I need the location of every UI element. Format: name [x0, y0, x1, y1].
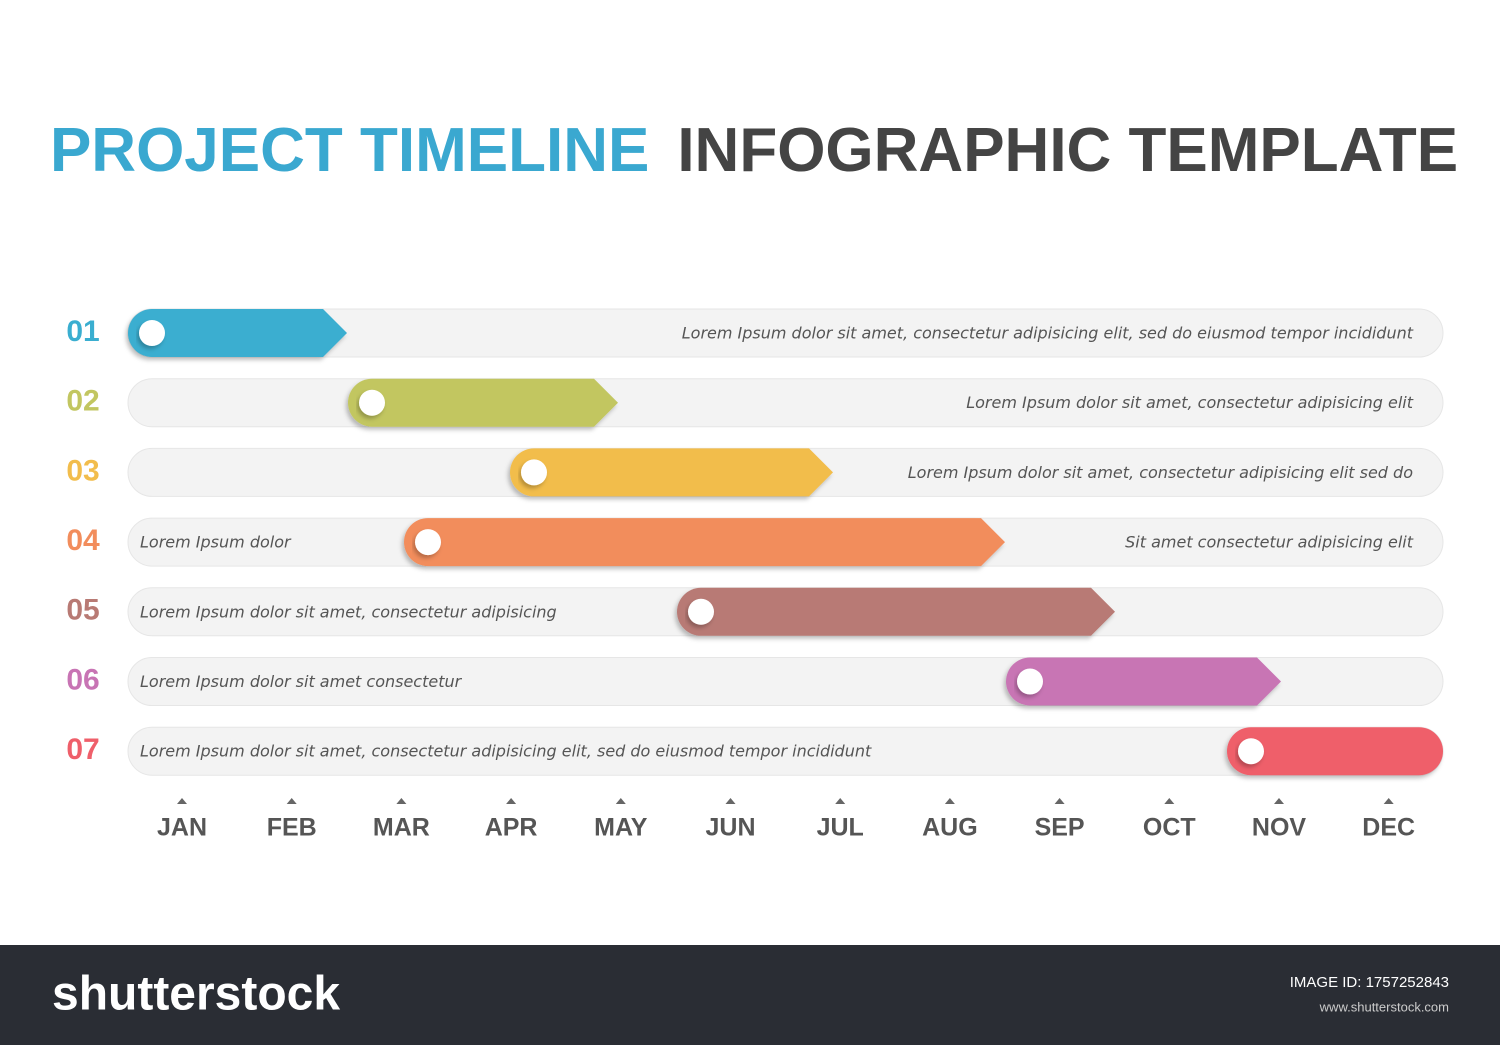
row-number: 07 [66, 733, 99, 766]
task-start-dot [139, 320, 165, 346]
task-bar [1227, 727, 1443, 776]
month-tick [506, 798, 517, 804]
task-start-dot [521, 459, 547, 486]
task-start-dot [1238, 738, 1264, 765]
task-bar [404, 518, 1005, 567]
row-number: 02 [66, 385, 99, 418]
month-tick [396, 798, 407, 804]
month-label: AUG [922, 814, 978, 842]
month-label: JUN [705, 814, 755, 842]
row-text-right: Lorem Ipsum dolor sit amet, consectetur … [908, 463, 1413, 482]
month-label: JUL [817, 814, 864, 842]
month-tick [1054, 798, 1065, 804]
month-label: FEB [267, 814, 317, 842]
task-bar [677, 587, 1115, 636]
task-bar [510, 448, 833, 497]
month-label: JAN [157, 814, 207, 842]
row-text-right: Sit amet consectetur adipisicing elit [1125, 533, 1414, 552]
task-bar [1006, 657, 1281, 706]
month-tick [1164, 798, 1175, 804]
website: www.shutterstock.com [1319, 999, 1449, 1014]
month-label: MAR [373, 814, 430, 842]
task-start-dot [359, 389, 385, 416]
title: PROJECT TIMELINE INFOGRAPHIC TEMPLATE [50, 116, 1458, 185]
month-tick [1383, 798, 1394, 804]
title-rest: INFOGRAPHIC TEMPLATE [677, 116, 1458, 185]
row-text-right: Lorem Ipsum dolor sit amet, consectetur … [966, 393, 1414, 412]
task-bar [348, 378, 618, 427]
image-id: IMAGE ID: 1757252843 [1290, 974, 1449, 991]
month-label: MAY [594, 814, 648, 842]
task-start-dot [415, 529, 441, 556]
row-text-left: Lorem Ipsum dolor sit amet consectetur [140, 672, 463, 691]
row-text-left: Lorem Ipsum dolor sit amet, consectetur … [140, 742, 872, 761]
rows: 01 Lorem Ipsum dolor sit amet, consectetu… [66, 308, 1444, 776]
month-tick [1274, 798, 1284, 804]
month-tick [944, 798, 955, 804]
month-label: NOV [1252, 814, 1307, 842]
title-highlight: PROJECT TIMELINE [50, 116, 649, 185]
row-text-left: Lorem Ipsum dolor [140, 533, 292, 552]
row-text-left: Lorem Ipsum dolor sit amet, consectetur … [140, 602, 557, 621]
row-text-right: Lorem Ipsum dolor sit amet, consectetur … [682, 324, 1414, 343]
month-label: APR [485, 814, 538, 842]
row-number: 03 [66, 454, 99, 487]
month-tick [835, 798, 846, 804]
months: JAN FEB MAR APR MAY JUN JUL AUG SEP OCT NOV DEC [157, 798, 1415, 842]
task-bar [128, 309, 347, 357]
task-start-dot [688, 598, 714, 625]
month-label: SEP [1035, 814, 1085, 842]
month-label: DEC [1362, 814, 1415, 842]
row-number: 06 [66, 663, 99, 696]
month-label: OCT [1143, 814, 1196, 842]
month-tick [725, 798, 736, 804]
footer [0, 945, 1500, 1045]
month-tick [177, 798, 187, 804]
footer-logo: shutterstock [52, 968, 340, 1021]
month-tick [286, 798, 297, 804]
row-number: 05 [66, 594, 99, 627]
task-start-dot [1017, 668, 1043, 695]
row-number: 04 [66, 524, 100, 557]
row-number: 01 [66, 315, 99, 348]
month-tick [615, 798, 626, 804]
